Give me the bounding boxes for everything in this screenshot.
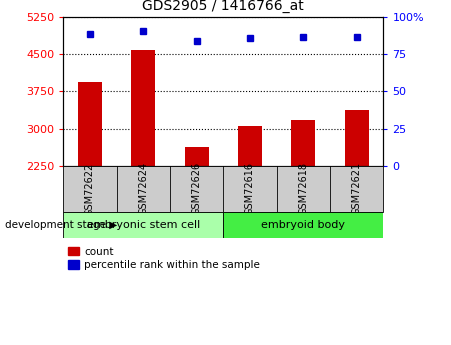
Text: development stage ▶: development stage ▶	[5, 220, 117, 230]
Bar	[291, 120, 315, 166]
Text: embryonic stem cell: embryonic stem cell	[87, 220, 200, 230]
Bar	[184, 147, 208, 166]
Text: GSM72621: GSM72621	[352, 162, 362, 215]
Text: GSM72622: GSM72622	[85, 162, 95, 216]
Title: GDS2905 / 1416766_at: GDS2905 / 1416766_at	[143, 0, 304, 13]
Text: GSM72624: GSM72624	[138, 162, 148, 215]
Bar	[131, 50, 155, 166]
Bar	[78, 81, 102, 166]
Text: GSM72616: GSM72616	[245, 162, 255, 215]
Text: embryoid body: embryoid body	[261, 220, 345, 230]
Text: GSM72626: GSM72626	[192, 162, 202, 215]
Bar	[345, 110, 368, 166]
Bar	[238, 126, 262, 166]
Legend: count, percentile rank within the sample: count, percentile rank within the sample	[69, 247, 260, 270]
Bar	[223, 212, 383, 238]
Bar	[63, 212, 223, 238]
Text: GSM72618: GSM72618	[298, 162, 308, 215]
